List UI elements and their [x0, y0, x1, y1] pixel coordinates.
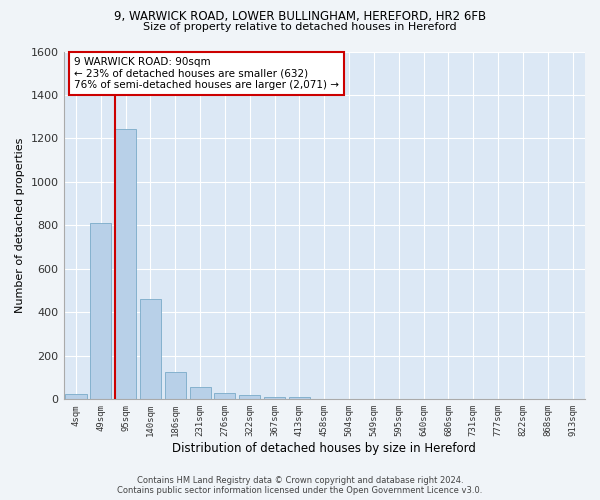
Text: Size of property relative to detached houses in Hereford: Size of property relative to detached ho… [143, 22, 457, 32]
Bar [289, 397, 310, 400]
Bar [115, 128, 136, 400]
Bar [140, 300, 161, 400]
Bar [90, 223, 112, 400]
Bar [165, 372, 186, 400]
Bar [214, 393, 235, 400]
Text: 9 WARWICK ROAD: 90sqm
← 23% of detached houses are smaller (632)
76% of semi-det: 9 WARWICK ROAD: 90sqm ← 23% of detached … [74, 56, 339, 90]
Text: 9, WARWICK ROAD, LOWER BULLINGHAM, HEREFORD, HR2 6FB: 9, WARWICK ROAD, LOWER BULLINGHAM, HEREF… [114, 10, 486, 23]
Bar [190, 386, 211, 400]
Text: Contains HM Land Registry data © Crown copyright and database right 2024.
Contai: Contains HM Land Registry data © Crown c… [118, 476, 482, 495]
Bar [65, 394, 86, 400]
Y-axis label: Number of detached properties: Number of detached properties [15, 138, 25, 313]
Bar [239, 396, 260, 400]
X-axis label: Distribution of detached houses by size in Hereford: Distribution of detached houses by size … [172, 442, 476, 455]
Bar [264, 396, 285, 400]
